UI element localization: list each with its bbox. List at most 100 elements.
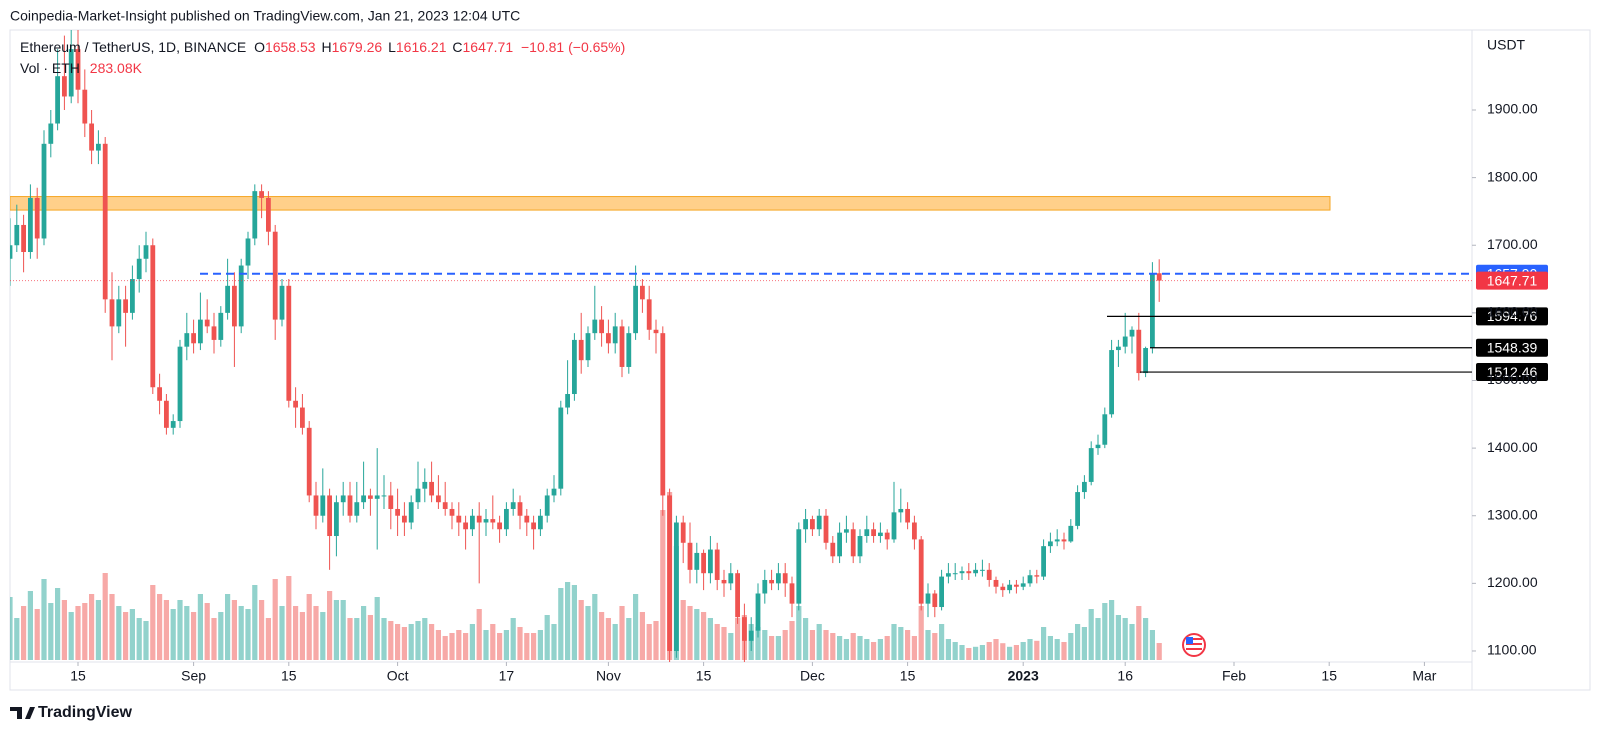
candle-body (510, 502, 516, 509)
volume-bar (1109, 600, 1115, 660)
candle-body (782, 573, 788, 584)
volume-bar (129, 609, 135, 660)
volume-bar (864, 639, 870, 660)
x-tick-label: 15 (1321, 668, 1337, 684)
volume-bar (320, 612, 326, 660)
candle-body (735, 573, 740, 618)
candle-body (402, 515, 407, 523)
volume-bar (170, 609, 176, 660)
candle-body (266, 197, 271, 232)
candle-body (728, 573, 734, 584)
volume-bar (796, 606, 802, 660)
candle-body (599, 319, 604, 334)
candle-body (136, 258, 142, 280)
volume-bar (898, 627, 904, 660)
candle-body (816, 515, 822, 530)
candle-body (708, 549, 713, 574)
candle-body (959, 571, 965, 574)
candle-body (1054, 539, 1060, 542)
volume-bar (395, 624, 401, 660)
volume-bar (374, 597, 380, 660)
resistance-zone (10, 196, 1331, 211)
candle-body (769, 579, 774, 584)
candle-body (980, 569, 985, 571)
tradingview-logo: TradingView (10, 704, 133, 721)
volume-bar (48, 603, 54, 660)
volume-bar (184, 606, 190, 660)
y-tick-label: 1200.00 (1487, 574, 1538, 590)
candle-body (878, 532, 883, 537)
candle-body (1122, 336, 1128, 347)
candle-body (619, 326, 625, 367)
x-tick-label: 15 (281, 668, 297, 684)
volume-bar (21, 606, 27, 660)
candle-body (701, 552, 706, 574)
volume-bar (789, 621, 795, 660)
volume-bar (143, 621, 149, 660)
candle-body (82, 89, 88, 124)
volume-bar (279, 606, 285, 660)
volume-bar (803, 618, 809, 660)
volume-bar (476, 609, 482, 660)
candle-body (1034, 575, 1040, 577)
volume-bar (1027, 639, 1033, 660)
volume-bar (211, 618, 217, 660)
candle-body (490, 519, 496, 523)
volume-bar (959, 645, 965, 660)
close-value: 1647.71 (463, 39, 514, 55)
x-tick-label: 15 (696, 668, 712, 684)
candle-body (442, 502, 448, 509)
volume-bar (721, 627, 727, 660)
volume-bar (503, 630, 509, 660)
volume-bar (619, 606, 625, 660)
candle-body (1068, 525, 1074, 542)
volume-bar (979, 645, 985, 660)
candle-body (721, 579, 727, 584)
candle-body (1075, 492, 1080, 526)
volume-bar (857, 636, 863, 660)
volume-bar (592, 594, 598, 660)
candle-body (748, 630, 754, 641)
volume-bar (435, 630, 441, 660)
candle-body (1088, 448, 1094, 482)
candle-body (932, 593, 938, 608)
y-tick-label: 1600.00 (1487, 304, 1538, 320)
volume-bar (551, 624, 557, 660)
volume-value: 283.08K (90, 60, 143, 76)
candle-body (1102, 414, 1108, 445)
volume-bar (408, 624, 414, 660)
volume-bar (109, 594, 115, 660)
candle-body (306, 427, 312, 496)
candle-body (252, 191, 258, 239)
volume-bar (238, 606, 244, 660)
candle-body (463, 522, 468, 530)
volume-bar (55, 588, 61, 660)
candle-body (898, 508, 904, 513)
volume-bar (905, 630, 911, 660)
candle-body (327, 495, 332, 537)
volume-bar (1115, 615, 1121, 660)
flag-icon (1182, 633, 1206, 657)
volume-bar (306, 594, 312, 660)
x-tick-label: Feb (1222, 668, 1246, 684)
volume-bar (599, 612, 605, 660)
x-tick-label: 2023 (1008, 668, 1039, 684)
volume-bar (728, 633, 734, 660)
candle-body (14, 224, 20, 246)
volume-bar (1061, 642, 1067, 660)
candle-body (164, 400, 169, 428)
candle-body (1020, 583, 1026, 587)
volume-bar (571, 585, 577, 660)
volume-bar (578, 600, 584, 660)
volume-bar (816, 624, 822, 660)
volume-bar (877, 639, 883, 660)
candle-body (68, 49, 74, 97)
volume-bar (483, 630, 489, 660)
candle-body (844, 529, 849, 533)
candle-body (143, 245, 149, 259)
y-tick-label: 1900.00 (1487, 101, 1538, 117)
price-label: 1647.71 (1487, 272, 1538, 288)
candle-body (170, 421, 176, 428)
volume-bar (197, 594, 203, 660)
volume-bar (1013, 645, 1019, 660)
